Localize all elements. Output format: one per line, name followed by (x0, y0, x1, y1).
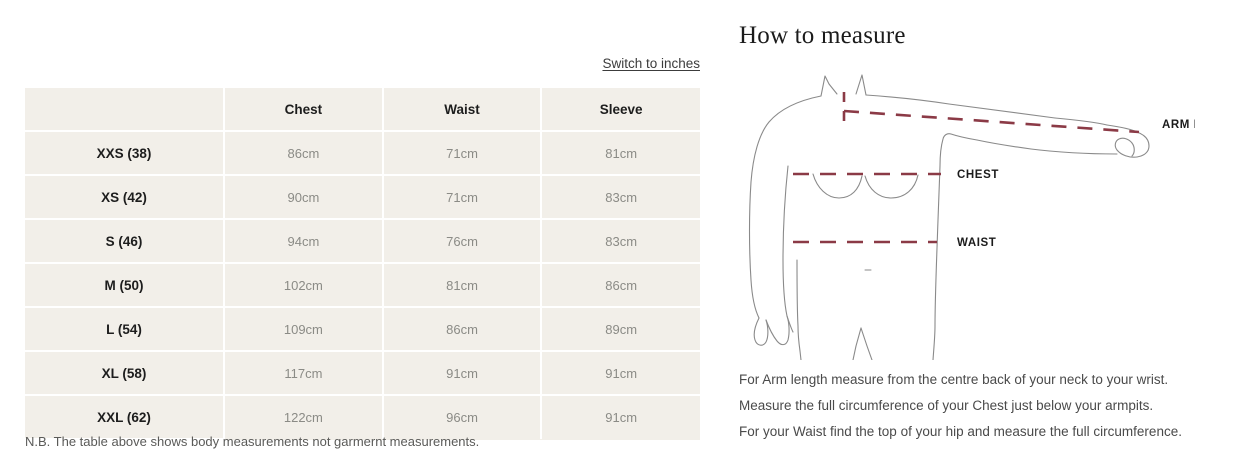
row-size-label: S (46) (25, 219, 226, 264)
row-size-label: L (54) (25, 307, 226, 352)
cell-sleeve: 81cm (541, 131, 700, 176)
cell-waist: 76cm (382, 219, 543, 264)
row-size-label: XS (42) (25, 175, 226, 220)
column-header-sleeve: Sleeve (541, 88, 700, 132)
row-size-label: M (50) (25, 263, 226, 308)
measurement-instructions: For Arm length measure from the centre b… (739, 372, 1239, 450)
cell-sleeve: 91cm (541, 351, 700, 396)
cell-sleeve: 83cm (541, 219, 700, 264)
table-row: M (50) 102cm 81cm 86cm (25, 263, 700, 308)
cell-chest: 109cm (224, 307, 384, 352)
instruction-arm-length: For Arm length measure from the centre b… (739, 372, 1169, 387)
instruction-chest: Measure the full circumference of your C… (739, 397, 1154, 413)
cell-chest: 86cm (224, 131, 384, 176)
cell-chest: 117cm (224, 351, 384, 396)
column-header-size (25, 88, 226, 132)
cell-chest: 94cm (224, 219, 384, 264)
column-header-waist: Waist (382, 88, 543, 132)
cell-sleeve: 86cm (541, 263, 700, 308)
cell-chest: 122cm (224, 395, 384, 439)
arm-length-measure-line (842, 92, 1140, 134)
switch-to-inches-link[interactable]: Switch to inches (602, 56, 700, 71)
cell-sleeve: 83cm (541, 175, 700, 220)
cell-waist: 86cm (382, 307, 543, 352)
column-header-chest: Chest (224, 88, 384, 132)
how-to-measure-panel: How to measure (715, 0, 1245, 471)
row-size-label: XL (58) (25, 351, 226, 396)
row-size-label: XXL (62) (25, 395, 226, 440)
table-row: S (46) 94cm 76cm 83cm (25, 219, 700, 264)
table-footnote: N.B. The table above shows body measurem… (25, 434, 480, 449)
cell-waist: 91cm (382, 351, 543, 396)
cell-chest: 90cm (224, 175, 384, 220)
cell-waist: 71cm (382, 131, 543, 176)
measurement-diagram: ARM LENGTH CHEST WAIST (725, 70, 1195, 360)
table-row: XXL (62) 122cm 96cm 91cm (25, 395, 700, 440)
size-chart-panel: Switch to inches Chest Waist Sleeve XXS … (25, 56, 700, 449)
diagram-label-chest: CHEST (957, 169, 999, 181)
cell-waist: 96cm (382, 395, 543, 439)
cell-waist: 71cm (382, 175, 543, 220)
cell-sleeve: 91cm (541, 395, 700, 439)
row-size-label: XXS (38) (25, 131, 226, 176)
torso-figure-icon (748, 74, 1150, 360)
cell-chest: 102cm (224, 263, 384, 308)
size-chart-table: Chest Waist Sleeve XXS (38) 86cm 71cm 81… (25, 88, 700, 440)
table-row: XXS (38) 86cm 71cm 81cm (25, 131, 700, 176)
diagram-label-waist: WAIST (957, 237, 996, 249)
table-row: L (54) 109cm 86cm 89cm (25, 307, 700, 352)
instruction-waist: For your Waist find the top of your hip … (739, 423, 1182, 439)
table-row: XL (58) 117cm 91cm 91cm (25, 351, 700, 396)
cell-waist: 81cm (382, 263, 543, 308)
table-header-row: Chest Waist Sleeve (25, 88, 700, 132)
diagram-label-arm-length: ARM LENGTH (1162, 119, 1195, 131)
table-row: XS (42) 90cm 71cm 83cm (25, 175, 700, 220)
page-title: How to measure (739, 22, 906, 49)
cell-sleeve: 89cm (541, 307, 700, 352)
